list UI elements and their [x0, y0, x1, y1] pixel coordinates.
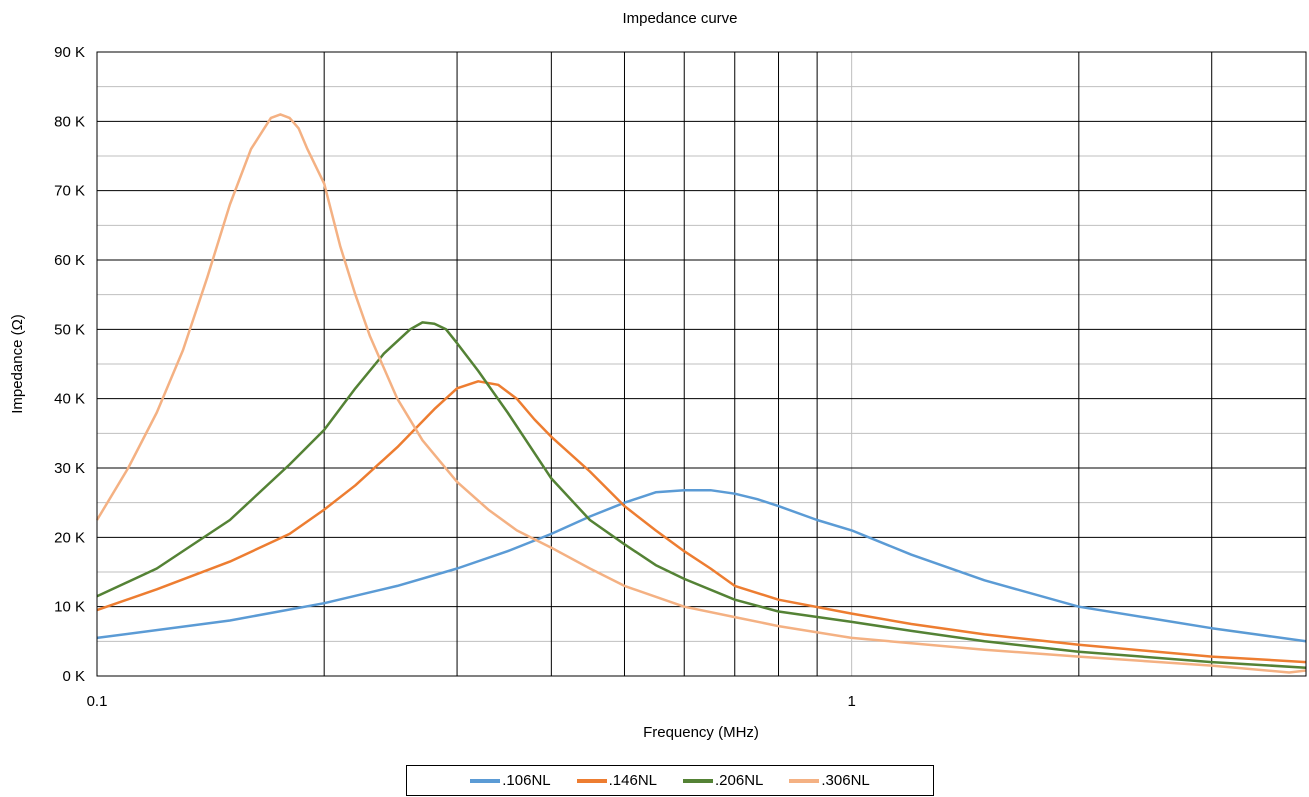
series-layer — [95, 113, 1307, 674]
legend-item: .146NL — [576, 772, 657, 789]
x-tick-label: 1 — [847, 693, 855, 710]
series-line-306NL — [95, 113, 1307, 674]
y-tick-label: 30 K — [54, 460, 85, 477]
legend-label: .146NL — [608, 772, 657, 789]
y-tick-label: 80 K — [54, 113, 85, 130]
minor-gridlines — [97, 52, 1306, 676]
plot-area-border — [96, 51, 1307, 677]
y-tick-label: 60 K — [54, 252, 85, 269]
y-tick-label: 90 K — [54, 44, 85, 61]
legend: .106NL .146NL .206NL .306NL — [406, 765, 934, 796]
y-tick-label: 10 K — [54, 599, 85, 616]
legend-swatch — [789, 778, 820, 783]
series-line-106NL — [96, 488, 1307, 643]
legend-label: .206NL — [715, 772, 764, 789]
legend-swatch — [470, 778, 501, 783]
x-axis-label: Frequency (MHz) — [643, 724, 759, 741]
y-axis-label: Impedance (Ω) — [9, 314, 26, 414]
chart-title: Impedance curve — [622, 10, 737, 27]
legend-swatch — [683, 778, 713, 783]
legend-item: .106NL — [470, 772, 551, 789]
x-tick-labels: 0.1 1 — [87, 693, 856, 710]
legend-label: .306NL — [821, 772, 870, 789]
impedance-chart: Impedance curve 0 K 10 K 20 K 30 K 40 K 50 K 6… — [9, 10, 1307, 741]
legend-swatch — [576, 778, 607, 783]
y-tick-label: 70 K — [54, 183, 85, 200]
legend-item: .306NL — [789, 772, 870, 789]
y-tick-label: 50 K — [54, 321, 85, 338]
y-tick-label: 40 K — [54, 391, 85, 408]
y-tick-labels: 0 K 10 K 20 K 30 K 40 K 50 K 60 K 70 K 80 K 90 K — [54, 44, 85, 685]
series-line-206NL — [96, 321, 1307, 669]
x-tick-label: 0.1 — [87, 693, 108, 710]
y-tick-label: 0 K — [62, 668, 85, 685]
y-tick-label: 20 K — [54, 529, 85, 546]
legend-item: .206NL — [683, 772, 763, 789]
series-line-146NL — [96, 380, 1307, 664]
legend-label: .106NL — [502, 772, 551, 789]
